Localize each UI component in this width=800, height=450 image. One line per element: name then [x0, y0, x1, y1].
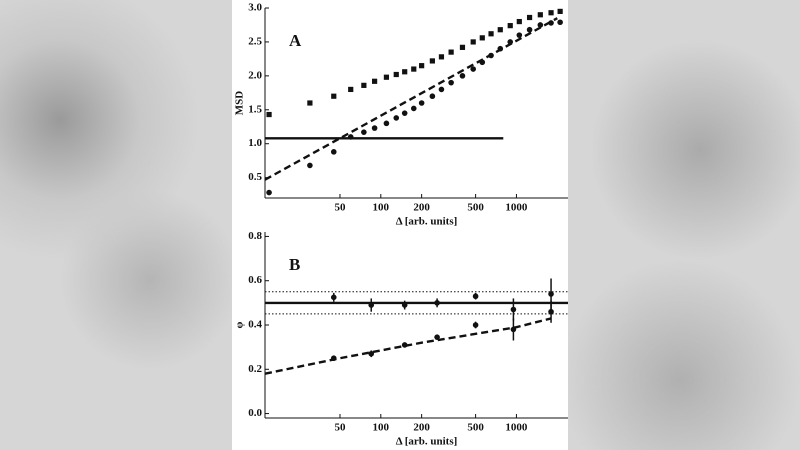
data-point [330, 294, 337, 301]
data-point [507, 23, 513, 29]
data-point [307, 162, 313, 169]
data-point [434, 334, 440, 340]
data-point [418, 100, 425, 106]
data-point [548, 291, 554, 297]
data-point [383, 120, 390, 127]
data-point [368, 302, 375, 308]
data-point [526, 14, 533, 21]
data-point [510, 306, 517, 313]
x-tick-label: 50 [334, 202, 346, 214]
data-point [459, 44, 466, 50]
y-tick-label: 0.2 [248, 363, 262, 375]
data-point [537, 22, 544, 28]
data-point [402, 69, 408, 75]
x-tick-label: 1000 [505, 422, 528, 434]
data-point [497, 45, 504, 52]
figure-panel [232, 0, 568, 450]
data-point [472, 322, 479, 328]
data-point [393, 71, 399, 78]
data-point [557, 8, 563, 14]
data-point [410, 105, 417, 112]
y-tick-label: 2.5 [248, 35, 262, 47]
data-point [361, 82, 367, 88]
data-point [479, 59, 486, 66]
x-axis-label: Δ [arb. units] [396, 216, 458, 228]
data-point [516, 32, 523, 38]
data-point [434, 300, 440, 306]
data-point [361, 129, 367, 135]
y-tick-label: 1.0 [248, 137, 262, 149]
data-point [330, 355, 337, 362]
data-point [488, 31, 494, 37]
data-point [347, 134, 354, 140]
y-tick-label: 0.4 [248, 319, 262, 331]
data-point [371, 125, 378, 131]
data-point [429, 58, 435, 64]
x-tick-label: 50 [334, 422, 346, 434]
data-point [548, 10, 554, 16]
data-point [266, 189, 272, 196]
x-tick-label: 500 [467, 422, 484, 434]
data-point [516, 18, 522, 25]
x-tick-label: 500 [467, 202, 484, 214]
reference-line [264, 317, 552, 375]
data-point [419, 63, 425, 69]
data-point [448, 79, 454, 86]
data-point [448, 49, 454, 55]
data-point [331, 93, 337, 99]
data-point [472, 293, 479, 300]
data-point [470, 39, 476, 45]
reference-line [264, 17, 558, 181]
y-axis-label: MSD [234, 91, 246, 116]
data-point [401, 110, 408, 116]
x-tick-label: 200 [413, 422, 430, 434]
data-point [459, 73, 466, 79]
x-axis-label: Δ [arb. units] [396, 436, 458, 448]
x-tick-label: 100 [373, 422, 390, 434]
y-tick-label: 0.6 [248, 274, 262, 286]
data-point [470, 66, 477, 72]
data-point [368, 350, 375, 357]
x-tick-label: 100 [373, 202, 390, 214]
y-tick-label: 0.0 [248, 407, 262, 419]
data-point [510, 326, 517, 333]
x-tick-label: 200 [413, 202, 430, 214]
y-tick-label: 1.5 [248, 103, 262, 115]
data-point [401, 342, 408, 348]
y-tick-label: 3.0 [248, 2, 262, 14]
data-point [330, 149, 337, 155]
data-point [266, 111, 272, 118]
data-point [393, 115, 400, 121]
data-point [548, 20, 554, 26]
data-point [307, 100, 313, 106]
data-point [557, 19, 563, 26]
data-point [507, 39, 514, 45]
panel-label: B [289, 255, 300, 274]
y-axis-label: φ [234, 321, 246, 328]
y-tick-label: 0.8 [248, 230, 262, 242]
data-point [488, 52, 494, 59]
data-point [438, 54, 445, 60]
y-tick-label: 2.0 [248, 69, 262, 81]
data-point [348, 86, 354, 93]
data-point [526, 26, 533, 33]
data-point [537, 12, 543, 18]
x-tick-label: 1000 [505, 202, 528, 214]
panel-label: A [289, 31, 302, 50]
data-point [383, 74, 390, 80]
data-point [548, 308, 554, 315]
data-point [372, 78, 378, 84]
y-tick-label: 0.5 [248, 171, 262, 183]
data-point [411, 66, 417, 72]
data-point [479, 35, 485, 41]
data-point [438, 86, 445, 93]
data-point [497, 27, 503, 33]
data-point [401, 302, 408, 308]
data-point [429, 93, 436, 100]
